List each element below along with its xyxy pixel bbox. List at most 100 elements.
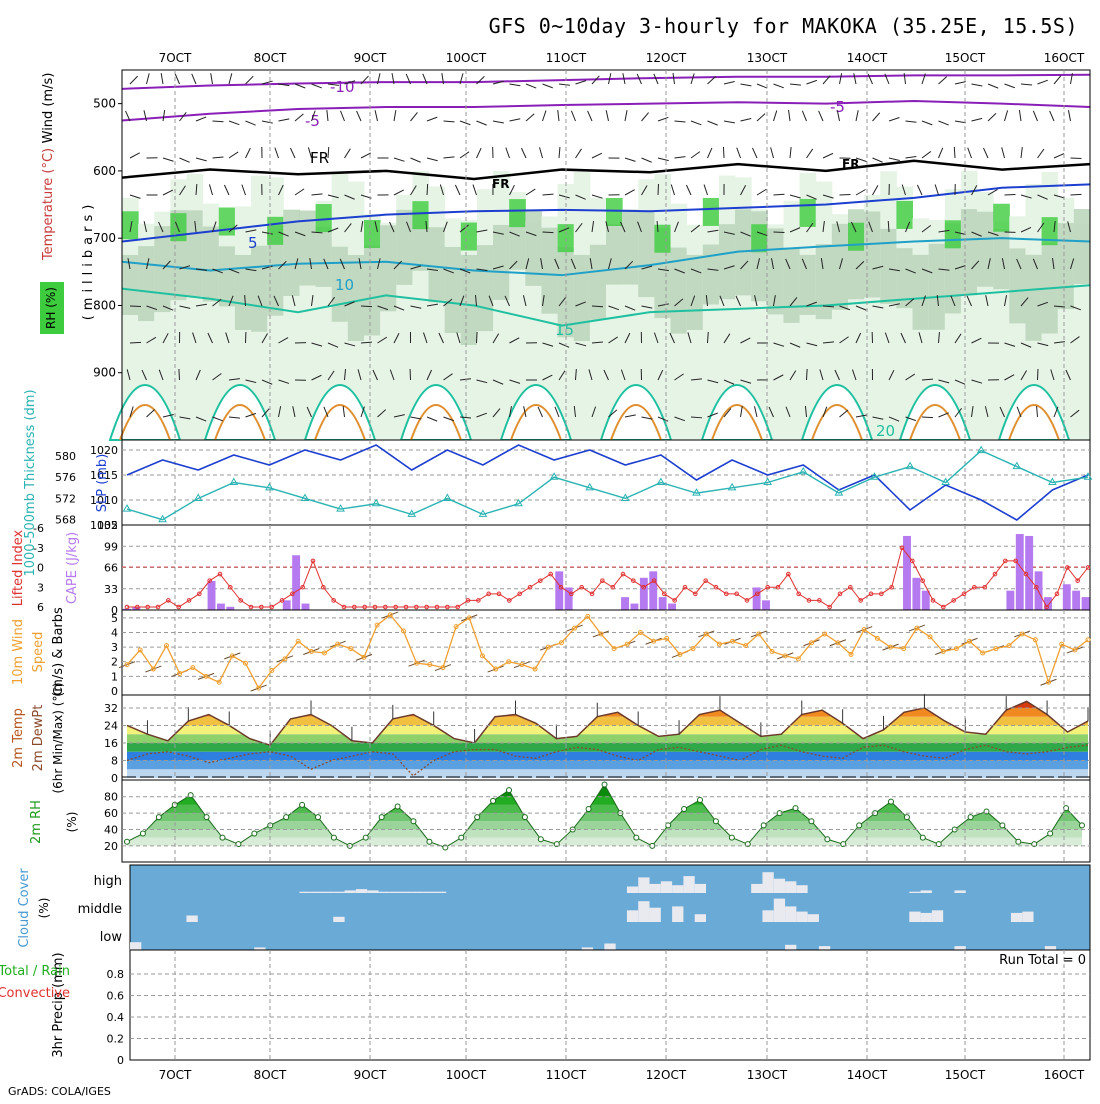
cloud-block-high (774, 879, 785, 893)
contour-label: FR (310, 149, 329, 167)
rh-marker (252, 831, 257, 836)
cloud-block-high (921, 890, 932, 893)
cloud-block-high (367, 890, 378, 893)
rh-shade-bright (800, 199, 817, 227)
y-tick-rh: 80 (104, 791, 118, 804)
cloud-block-high (661, 881, 672, 893)
rh-shade-mid (445, 247, 462, 333)
rh-shade-mid (364, 245, 381, 335)
rh-shade-mid (154, 226, 171, 312)
cloud-block-high (627, 887, 638, 894)
cape-bar (640, 578, 648, 610)
rh-marker (1080, 823, 1085, 828)
x-tick-top: 16OCT (1044, 51, 1085, 65)
rh-shade-mid (429, 227, 446, 302)
cape-bar (208, 581, 216, 610)
y-tick-li: 6 (37, 601, 44, 614)
rh-marker (459, 835, 464, 840)
cloud-level-label: middle (78, 902, 122, 917)
rh-shade-mid (541, 228, 558, 314)
cape-bar (1072, 591, 1080, 610)
cloud-block-middle (638, 901, 649, 922)
rh-marker (395, 804, 400, 809)
y-tick-precip: 0 (117, 1054, 124, 1067)
y-tick-wind: 0 (111, 685, 118, 698)
rh-shade-mid (348, 255, 365, 341)
cape-bar (630, 604, 638, 610)
cloud-block-high (695, 884, 706, 893)
rh-shade-mid (138, 246, 155, 321)
rh-shade-mid (251, 246, 268, 332)
cape-bar (1082, 597, 1090, 610)
y-tick-thickness: 568 (55, 514, 76, 527)
rh-marker (920, 835, 925, 840)
cape-bar (555, 571, 563, 610)
rh-marker (379, 815, 384, 820)
cape-bar (762, 600, 770, 610)
cloud-block-high (345, 890, 356, 893)
rh-marker (427, 839, 432, 844)
cape-bar (1006, 591, 1014, 610)
cloud-block-high (762, 872, 773, 893)
rh-marker (125, 839, 130, 844)
y-tick-pressure: 700 (93, 231, 116, 245)
rh-shade-mid (590, 245, 607, 320)
cloud-block-high (378, 892, 389, 893)
rh-marker (220, 835, 225, 840)
cape-bar (659, 597, 667, 610)
run-total: Run Total = 0 (999, 953, 1086, 968)
cloud-block-low (1045, 946, 1056, 950)
rh-marker (809, 819, 814, 824)
rh-shade-mid (574, 255, 591, 341)
x-tick-top: 15OCT (945, 51, 986, 65)
page-title: GFS 0~10day 3-hourly for MAKOKA (35.25E,… (489, 14, 1078, 38)
rh-shade-mid (687, 255, 704, 330)
rh-marker (204, 815, 209, 820)
wind-barb (807, 369, 808, 380)
rh-marker (300, 802, 305, 807)
y-tick-cape: 33 (104, 583, 118, 596)
rh-marker (761, 823, 766, 828)
cloud-block-high (638, 877, 649, 893)
cape-bar (302, 604, 310, 610)
contour-label: 10 (335, 276, 354, 294)
rh-shade-mid (816, 244, 833, 319)
x-tick-top: 7OCT (159, 51, 192, 65)
rh-marker (538, 837, 543, 842)
cloud-block-high (683, 876, 694, 893)
rh-shade-mid (493, 225, 510, 300)
rh-shade-mid (316, 227, 333, 287)
contour-label: 20 (876, 422, 895, 440)
rh-shade-bright (219, 208, 236, 236)
cloud-block-high (650, 884, 661, 893)
temp-ylabel-1: 2m Temp (11, 708, 26, 768)
x-tick-bottom: 7OCT (159, 1068, 192, 1082)
x-tick-bottom: 13OCT (747, 1068, 788, 1082)
y-tick-wind: 5 (111, 612, 118, 625)
cape-bar (649, 571, 657, 610)
footer-credit: GrADS: COLA/IGES (8, 1085, 111, 1098)
wind-barb (774, 232, 785, 233)
wind-barb (361, 306, 372, 307)
cloud-block-middle (186, 916, 197, 923)
cloud-block-middle (785, 906, 796, 922)
cloud-block-high (401, 892, 412, 893)
x-tick-top: 11OCT (546, 51, 587, 65)
rh-marker (363, 835, 368, 840)
legend-wind: Wind (m/s) (41, 73, 56, 144)
cape-ylabel: CAPE (J/kg) (65, 532, 80, 604)
cape-bar (922, 591, 930, 610)
rh-marker (331, 835, 336, 840)
cloud-block-high (672, 885, 683, 893)
rh-marker (507, 788, 512, 793)
y-tick-cape: 66 (104, 562, 118, 575)
y-tick-li: 3 (37, 581, 44, 594)
temp-band (122, 752, 1090, 761)
rh-marker (682, 807, 687, 812)
y-tick-precip: 0.4 (107, 1011, 125, 1024)
cloud-block-middle (796, 912, 807, 922)
y-tick-rh: 20 (104, 840, 118, 853)
rh-shade-mid (477, 245, 494, 331)
precip-legend-convective: Convective (0, 986, 70, 1001)
